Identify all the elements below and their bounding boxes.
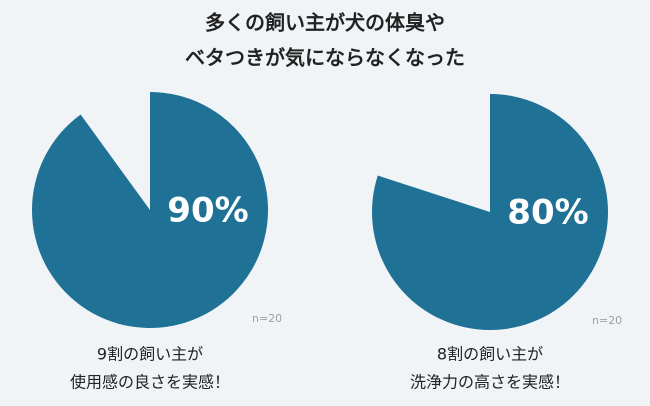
caption: 9割の飼い主が <box>97 345 203 364</box>
sample-note: n=20 <box>252 312 282 325</box>
pie-slice <box>372 94 609 330</box>
caption: 使用感の良さを実感！ <box>70 373 230 392</box>
caption: 洗浄力の高さを実感！ <box>410 373 570 392</box>
pie-slice <box>32 92 269 328</box>
value-label: 90% <box>167 191 248 231</box>
value-label: 80% <box>507 193 588 233</box>
title-line: 多くの飼い主が犬の体臭や <box>205 11 445 35</box>
caption: 8割の飼い主が <box>437 345 543 364</box>
title-line: ベタつきが気にならなくなった <box>185 46 465 70</box>
sample-note: n=20 <box>592 314 622 327</box>
